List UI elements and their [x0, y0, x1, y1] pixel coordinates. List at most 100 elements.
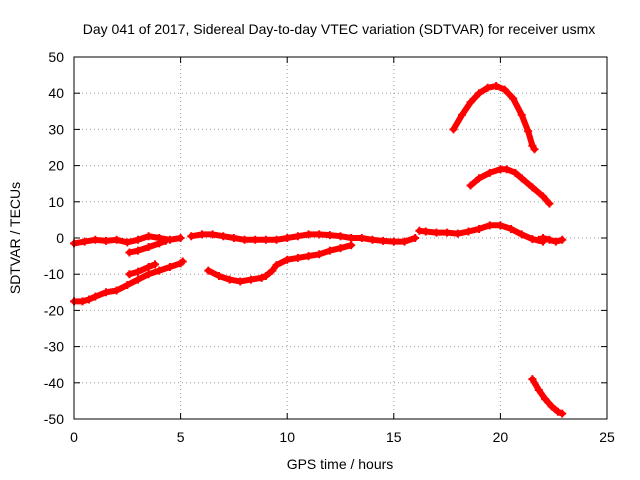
data-point: [558, 409, 567, 418]
data-point: [161, 236, 170, 245]
series-line: [188, 231, 355, 243]
y-tick-label: 50: [48, 49, 64, 65]
data-point: [101, 236, 110, 245]
ticks: 0 5 10 15 20 25 -50 -40 -30 -20 -10 0 10 20 30 40 50: [44, 49, 615, 445]
y-tick-label: -30: [44, 339, 64, 355]
series-line: [126, 261, 158, 278]
data-point: [502, 165, 511, 174]
series-arc-7: [125, 260, 160, 279]
data-point: [178, 257, 187, 266]
data-point: [246, 275, 255, 284]
data-point: [125, 270, 134, 279]
data-point: [293, 232, 302, 241]
data-point: [551, 237, 560, 246]
x-axis-label: GPS time / hours: [287, 456, 394, 472]
data-point: [315, 230, 324, 239]
data-point: [187, 232, 196, 241]
y-tick-label: 30: [48, 121, 64, 137]
data-point: [458, 110, 467, 119]
data-point: [208, 230, 217, 239]
chart-title: Day 041 of 2017, Sidereal Day-to-day VTE…: [83, 21, 596, 37]
data-point: [272, 235, 281, 244]
x-tick-label: 10: [279, 429, 295, 445]
data-point: [475, 224, 484, 233]
data-point: [347, 241, 356, 250]
data-point: [283, 255, 292, 264]
data-point: [496, 221, 505, 230]
data-point: [325, 231, 334, 240]
series-arc-4: [415, 221, 548, 246]
series-line: [205, 242, 355, 285]
data-point: [492, 81, 501, 90]
data-point: [197, 230, 206, 239]
y-axis-label: SDTVAR / TECUs: [7, 182, 23, 294]
y-tick-label: 20: [48, 158, 64, 174]
data-point: [144, 262, 153, 271]
data-point: [541, 395, 550, 404]
data-point: [421, 227, 430, 236]
y-tick-label: 10: [48, 194, 64, 210]
data-point: [347, 234, 356, 242]
data-point: [475, 89, 484, 98]
data-point: [151, 260, 160, 269]
data-point: [176, 234, 185, 242]
data-point: [101, 288, 110, 297]
data-point: [539, 234, 548, 242]
x-tick-label: 20: [493, 429, 509, 445]
data-point: [315, 250, 324, 259]
data-point: [133, 246, 142, 255]
data-point: [528, 375, 537, 384]
data-point: [545, 199, 554, 208]
data-point: [225, 275, 234, 284]
data-point: [91, 235, 100, 244]
series-arc-3: [347, 234, 420, 246]
series-arc-2: [187, 230, 356, 244]
data-point: [261, 272, 270, 281]
data-point: [432, 228, 441, 237]
data-point: [133, 267, 142, 276]
series-arc-9: [204, 241, 356, 286]
data-point: [534, 386, 543, 395]
data-point: [80, 237, 89, 246]
data-point: [507, 224, 516, 233]
data-point: [165, 262, 174, 271]
data-point: [112, 235, 121, 244]
series-arc-10: [449, 81, 539, 154]
data-point: [553, 407, 562, 416]
data-point: [517, 174, 526, 183]
data-point: [453, 229, 462, 238]
data-point: [466, 181, 475, 190]
x-tick-label: 15: [386, 429, 402, 445]
data-point: [91, 292, 100, 301]
data-point: [475, 174, 484, 183]
data-point: [133, 235, 142, 244]
data-point: [379, 236, 388, 245]
y-tick-label: -50: [44, 411, 64, 427]
series-arc-12: [528, 375, 567, 418]
data-point: [325, 246, 334, 255]
data-point: [261, 235, 270, 244]
data-point: [400, 237, 409, 246]
data-point: [283, 234, 292, 242]
data-point: [464, 227, 473, 236]
data-point: [236, 277, 245, 286]
data-point: [144, 270, 153, 279]
data-point: [123, 281, 132, 290]
data-point: [112, 286, 121, 295]
series-layer: [70, 81, 567, 418]
data-point: [336, 244, 345, 253]
data-point: [509, 94, 518, 103]
series-line: [467, 166, 553, 207]
series-arc-5: [534, 234, 567, 246]
data-point: [268, 266, 277, 275]
data-point: [125, 248, 134, 257]
y-tick-label: -20: [44, 302, 64, 318]
data-point: [293, 253, 302, 262]
data-point: [443, 228, 452, 237]
data-point: [517, 110, 526, 119]
y-tick-label: 40: [48, 85, 64, 101]
data-point: [133, 275, 142, 284]
x-tick-label: 0: [70, 429, 78, 445]
data-point: [336, 232, 345, 241]
